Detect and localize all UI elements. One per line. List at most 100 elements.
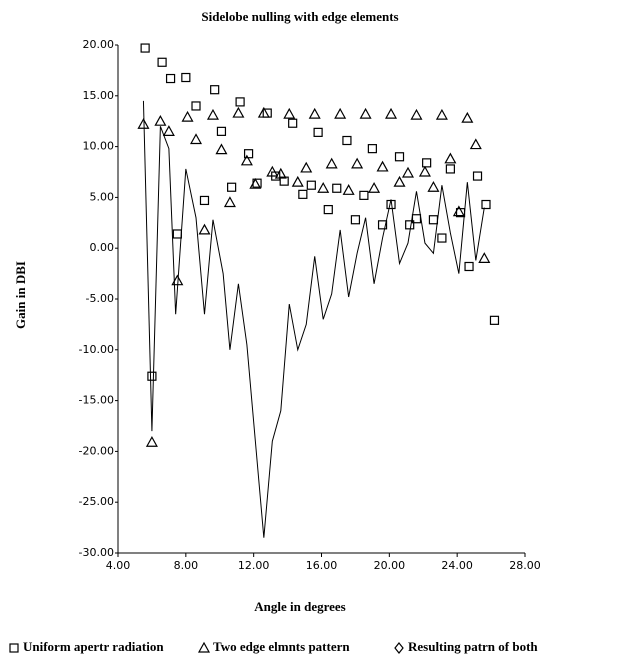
point <box>445 164 455 174</box>
y-tick-label: -15.00 <box>79 394 114 407</box>
point <box>351 157 364 169</box>
y-tick-label: -25.00 <box>79 495 114 508</box>
point <box>210 85 220 95</box>
point <box>325 157 338 169</box>
point <box>317 182 330 193</box>
point <box>266 165 279 177</box>
point <box>410 108 423 120</box>
point <box>385 107 398 119</box>
x-axis-label: Angle in degrees <box>254 599 345 614</box>
point <box>249 177 262 189</box>
x-tick-label: 12.00 <box>238 559 270 572</box>
x-tick-label: 20.00 <box>374 559 406 572</box>
chart-title: Sidelobe nulling with edge elements <box>201 9 398 24</box>
point <box>206 108 219 120</box>
y-tick-label: -20.00 <box>79 444 114 457</box>
point <box>145 436 158 447</box>
y-tick-label: 10.00 <box>83 140 115 153</box>
point <box>377 220 388 230</box>
point <box>243 149 254 159</box>
point <box>140 43 150 53</box>
point <box>279 176 289 186</box>
x-tick-label: 28.00 <box>509 559 541 572</box>
point <box>223 196 236 208</box>
point <box>367 144 377 154</box>
point <box>291 175 304 187</box>
point <box>394 152 405 162</box>
x-tick-label: 8.00 <box>174 559 199 572</box>
y-tick-label: 0.00 <box>90 241 115 254</box>
point <box>274 167 287 179</box>
point <box>472 171 483 181</box>
point <box>232 106 245 118</box>
y-tick-label: -10.00 <box>79 343 114 356</box>
point <box>257 106 270 118</box>
point <box>405 220 415 230</box>
point <box>332 183 342 193</box>
point <box>418 165 431 177</box>
point <box>147 371 157 381</box>
point <box>444 152 457 164</box>
point <box>428 215 439 225</box>
point <box>334 107 347 119</box>
y-tick-label: 5.00 <box>90 190 115 203</box>
point <box>227 182 237 192</box>
point <box>342 135 352 146</box>
point <box>323 204 333 215</box>
y-tick-label: 20.00 <box>83 38 115 51</box>
point <box>283 107 296 119</box>
y-axis-label: Gain in DBI <box>13 261 28 329</box>
legend-label: Two edge elmnts pattern <box>213 639 350 654</box>
point <box>154 114 167 126</box>
point <box>306 180 316 190</box>
point <box>162 125 175 136</box>
legend-label: Uniform apertr radiation <box>23 639 164 654</box>
point <box>240 154 253 166</box>
point <box>235 97 245 107</box>
point <box>359 107 372 119</box>
point <box>461 111 474 123</box>
point <box>469 138 482 150</box>
y-tick-label: -30.00 <box>79 546 114 559</box>
point <box>157 57 167 67</box>
point <box>359 190 369 200</box>
point <box>481 199 491 210</box>
series-line <box>142 100 485 538</box>
point <box>489 315 500 325</box>
legend-symbol <box>197 641 211 653</box>
legend-symbol <box>9 643 19 653</box>
point <box>165 73 176 84</box>
point <box>313 127 323 137</box>
y-tick-label: 15.00 <box>83 89 115 102</box>
point <box>427 181 440 192</box>
point <box>216 126 227 136</box>
point <box>298 189 308 199</box>
point <box>308 107 321 119</box>
point <box>191 101 201 111</box>
point <box>350 215 361 225</box>
point <box>181 110 194 122</box>
point <box>437 233 447 243</box>
point <box>181 72 191 83</box>
legend-label: Resulting patrn of both <box>408 639 538 654</box>
point <box>435 108 448 120</box>
point <box>288 118 298 128</box>
point <box>189 133 203 145</box>
point <box>215 143 228 155</box>
point <box>199 195 210 206</box>
y-tick-label: -5.00 <box>86 292 114 305</box>
point <box>452 205 465 217</box>
point <box>401 166 415 178</box>
point <box>376 160 389 172</box>
point <box>422 158 432 168</box>
x-tick-label: 24.00 <box>441 559 473 572</box>
point <box>172 229 182 239</box>
point <box>300 161 313 173</box>
point <box>478 252 491 263</box>
x-tick-label: 4.00 <box>106 559 131 572</box>
point <box>393 175 406 187</box>
point <box>342 184 355 195</box>
point <box>137 118 150 129</box>
